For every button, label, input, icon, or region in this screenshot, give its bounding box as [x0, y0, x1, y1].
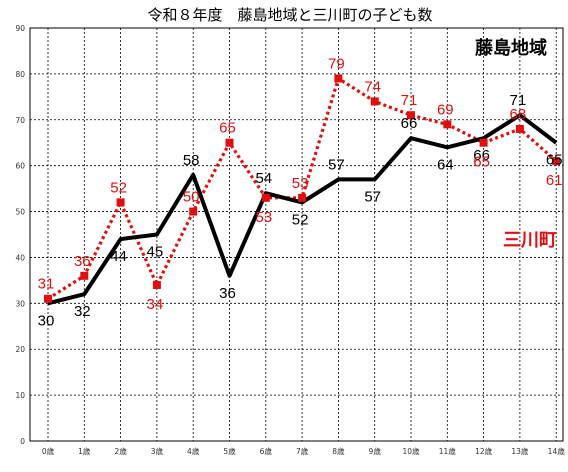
data-label-mikawa: 31 [38, 276, 55, 293]
y-tick-label: 50 [15, 208, 25, 217]
data-label-mikawa: 68 [510, 106, 527, 123]
data-label-fujishima: 52 [292, 211, 309, 228]
data-label-fujishima: 44 [110, 248, 127, 265]
point-mikawa [298, 193, 307, 202]
y-tick-label: 0 [20, 437, 25, 446]
point-mikawa [152, 280, 161, 289]
x-tick-label: 10歳 [402, 446, 420, 456]
y-tick-label: 40 [15, 253, 25, 262]
point-mikawa [225, 138, 234, 147]
data-label-fujishima: 58 [183, 152, 200, 169]
y-axis: 0 10 20 30 40 50 60 70 80 90 [15, 24, 25, 446]
series-layer [44, 74, 561, 306]
data-label-fujishima: 45 [147, 244, 164, 261]
point-mikawa [552, 157, 561, 166]
data-label-fujishima: 36 [219, 285, 236, 302]
series-line-fujishima [47, 113, 558, 306]
data-label-fujishima: 65 [546, 152, 563, 169]
y-tick-label: 80 [15, 70, 25, 79]
x-axis: 0歳 1歳 2歳 3歳 4歳 5歳 6歳 7歳 8歳 9歳 10歳 11歳 12歳 13歳 14歳 [42, 446, 565, 456]
x-tick-label: 8歳 [332, 446, 345, 456]
data-label-mikawa: 69 [437, 101, 454, 118]
data-label-mikawa: 65 [473, 154, 490, 171]
data-label-mikawa: 79 [328, 55, 345, 72]
data-label-mikawa: 36 [74, 253, 91, 270]
data-label-fujishima: 66 [401, 115, 418, 132]
x-tick-label: 7歳 [296, 446, 309, 456]
data-label-mikawa: 52 [110, 179, 127, 196]
point-mikawa [116, 198, 125, 207]
y-tick-label: 20 [15, 345, 25, 354]
point-mikawa [370, 97, 379, 106]
point-mikawa [479, 138, 488, 147]
data-label-mikawa: 71 [401, 92, 418, 109]
point-mikawa [44, 294, 52, 303]
y-tick-label: 60 [15, 162, 25, 171]
point-mikawa [443, 120, 452, 129]
x-tick-label: 12歳 [475, 446, 493, 456]
x-tick-label: 6歳 [260, 446, 273, 456]
x-tick-label: 3歳 [151, 446, 164, 456]
data-label-fujishima: 66 [473, 147, 490, 164]
x-tick-label: 13歳 [511, 446, 529, 456]
data-label-mikawa: 53 [255, 209, 272, 226]
x-tick-label: 4歳 [187, 446, 200, 456]
y-tick-label: 10 [15, 391, 25, 400]
data-label-fujishima: 54 [255, 170, 272, 187]
x-tick-label: 14歳 [548, 446, 566, 456]
point-mikawa [80, 271, 89, 280]
y-tick-label: 30 [15, 299, 25, 308]
x-tick-label: 2歳 [114, 446, 127, 456]
data-label-mikawa: 34 [147, 296, 164, 313]
point-mikawa [189, 207, 198, 216]
data-label-fujishima: 71 [510, 92, 527, 109]
data-label-fujishima: 57 [364, 188, 381, 205]
y-tick-label: 90 [15, 24, 25, 33]
x-tick-label: 0歳 [42, 446, 55, 456]
x-tick-label: 11歳 [439, 446, 457, 456]
series-name-mikawa: 三川町 [503, 230, 557, 251]
x-tick-label: 1歳 [78, 446, 91, 456]
y-tick-label: 70 [15, 116, 25, 125]
series-name-fujishima: 藤島地域 [475, 37, 547, 59]
point-mikawa [261, 193, 270, 202]
point-mikawa [515, 124, 524, 133]
data-label-mikawa: 53 [292, 175, 309, 192]
point-mikawa [407, 111, 415, 120]
data-label-mikawa: 61 [546, 172, 563, 189]
data-label-fujishima: 30 [38, 312, 55, 329]
data-label-mikawa: 50 [183, 189, 200, 206]
x-tick-label: 9歳 [369, 446, 382, 456]
data-label-mikawa: 74 [364, 78, 381, 95]
data-label-fujishima: 57 [328, 156, 345, 173]
x-tick-label: 5歳 [223, 446, 236, 456]
data-labels: 30 32 44 45 58 36 54 52 57 57 66 64 66 71 65 31 36 52 34 50… [38, 55, 563, 329]
data-label-fujishima: 64 [437, 156, 454, 173]
plot-frame [29, 27, 564, 442]
grid [29, 27, 564, 442]
data-label-mikawa: 65 [219, 120, 236, 137]
chart-title: 令和８年度 藤島地域と三川町の子ども数 [147, 6, 432, 24]
point-mikawa [334, 74, 343, 83]
data-label-fujishima: 32 [74, 303, 91, 320]
